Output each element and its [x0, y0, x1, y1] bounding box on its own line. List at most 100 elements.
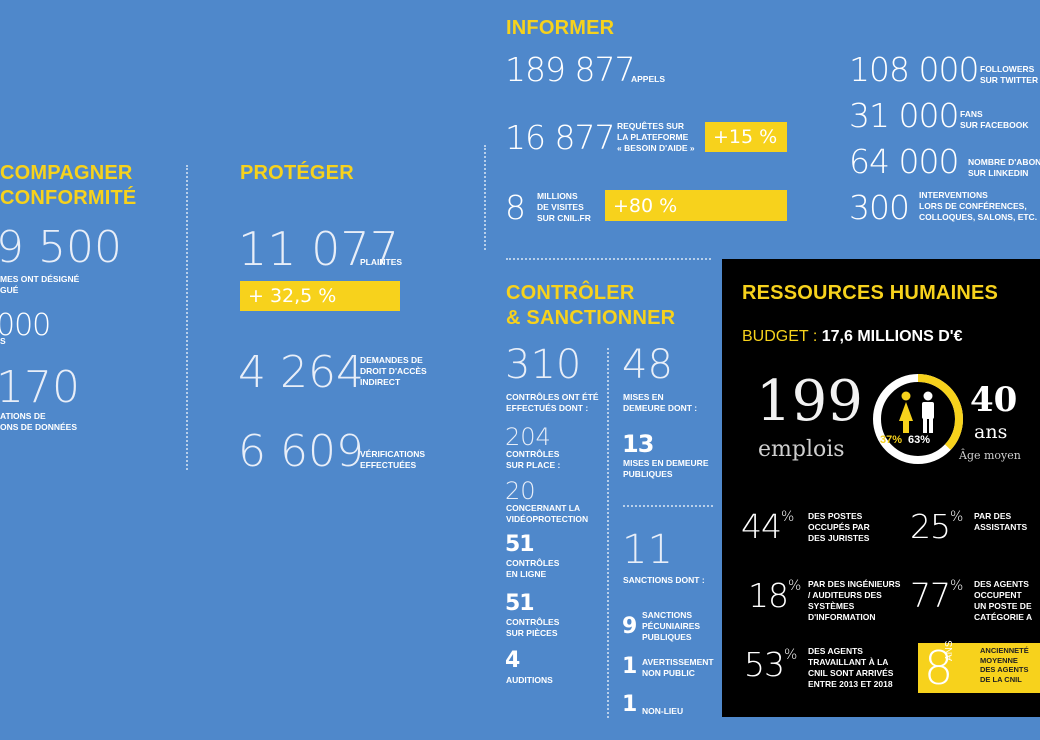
- stat-assistants-label1: PAR DES: [974, 511, 1012, 521]
- divider-horizontal-1: [506, 258, 711, 260]
- stat-ingenieurs-label2: / AUDITEURS DES: [808, 590, 882, 600]
- anciennete-value: 8: [924, 641, 954, 695]
- stat-categorie-a-label3: UN POSTE DE: [974, 601, 1032, 611]
- stat-ingenieurs-label1: PAR DES INGÉNIEURS: [808, 579, 901, 589]
- video-label1: CONCERNANT LA: [506, 503, 581, 513]
- controles-label2: EFFECTUÉS DONT :: [506, 403, 589, 413]
- droit-acces-label1: DEMANDES DE: [360, 355, 423, 365]
- auditions-label: AUDITIONS: [506, 675, 553, 685]
- sanctions-value: 11: [622, 527, 673, 573]
- man-icon: [922, 391, 934, 433]
- sur-place-label1: CONTRÔLES: [506, 449, 560, 459]
- twitter-value: 108 000: [849, 50, 979, 89]
- mises-publiques-label1: MISES EN DEMEURE: [623, 458, 709, 468]
- men-percent: 63%: [908, 434, 931, 446]
- accompagner-stat-3-label2: ONS DE DONNÉES: [0, 422, 77, 432]
- en-ligne-label2: EN LIGNE: [506, 569, 547, 579]
- emplois-label: emplois: [758, 437, 845, 462]
- controler-title-line2: & SANCTIONNER: [506, 307, 676, 329]
- pecuniaires-label3: PUBLIQUES: [642, 632, 692, 642]
- informer-title: INFORMER: [506, 17, 615, 39]
- sur-pieces-label1: CONTRÔLES: [506, 617, 560, 627]
- plaintes-label: PLAINTES: [360, 257, 403, 267]
- linkedin-label1: NOMBRE D'ABONI: [968, 157, 1040, 167]
- women-percent: 37%: [880, 434, 903, 446]
- age-unit: ans: [974, 421, 1008, 443]
- auditions-value: 4: [505, 648, 520, 673]
- interventions-label3: COLLOQUES, SALONS, ETC.: [919, 212, 1038, 222]
- accompagner-stat-1-label2: GUÉ: [0, 285, 19, 295]
- en-ligne-value: 51: [505, 532, 535, 557]
- sanctions-label: SANCTIONS DONT :: [623, 575, 705, 585]
- video-label2: VIDÉOPROTECTION: [506, 514, 589, 524]
- rh-title: RESSOURCES HUMAINES: [742, 282, 999, 304]
- droit-acces-value: 4 264: [238, 347, 364, 398]
- emplois-value: 199: [756, 369, 863, 434]
- mises-demeure-value: 48: [622, 342, 673, 388]
- droit-acces-label2: DROIT D'ACCÈS: [360, 366, 427, 376]
- divider-horizontal-2: [623, 505, 713, 507]
- stat-juristes-label1: DES POSTES: [808, 511, 863, 521]
- stat-arrivees-label4: ENTRE 2013 ET 2018: [808, 679, 893, 689]
- mises-publiques-label2: PUBLIQUES: [623, 469, 673, 479]
- interventions-label1: INTERVENTIONS: [919, 190, 988, 200]
- rh-panel: RESSOURCES HUMAINES BUDGET : 17,6 MILLIO…: [722, 259, 1040, 717]
- anciennete-unit: ANS: [944, 640, 955, 661]
- controler-title-line1: CONTRÔLER: [506, 282, 635, 304]
- interventions-value: 300: [849, 188, 910, 227]
- twitter-label2: SUR TWITTER: [980, 75, 1039, 85]
- interventions-label2: LORS DE CONFÉRENCES,: [919, 201, 1027, 211]
- stat-assistants-value: 25%: [910, 507, 963, 546]
- stat-categorie-a-label1: DES AGENTS: [974, 579, 1029, 589]
- anciennete-label2: MOYENNE: [980, 655, 1018, 665]
- verifications-label1: VÉRIFICATIONS: [360, 449, 426, 459]
- accompagner-stat-2-value: 000: [0, 308, 51, 343]
- accompagner-stat-3-label1: ATIONS DE: [0, 411, 46, 421]
- anciennete-label3: DES AGENTS: [980, 665, 1029, 674]
- stat-arrivees-label2: TRAVAILLANT À LA: [808, 657, 889, 667]
- stat-categorie-a-label2: OCCUPENT: [974, 590, 1022, 600]
- stat-categorie-a-label4: CATÉGORIE A: [974, 612, 1033, 622]
- stat-ingenieurs-label3: SYSTÈMES: [808, 601, 855, 611]
- pecuniaires-label2: PÉCUNIAIRES: [642, 621, 701, 631]
- stat-arrivees-label1: DES AGENTS: [808, 646, 863, 656]
- stat-ingenieurs-label4: D'INFORMATION: [808, 612, 876, 622]
- verifications-value: 6 609: [238, 426, 364, 477]
- budget-line: BUDGET : 17,6 MILLIONS D'€: [742, 328, 962, 346]
- budget-label: BUDGET :: [742, 328, 818, 345]
- avertissement-label1: AVERTISSEMENT: [642, 657, 714, 667]
- gender-donut-women-arc: [873, 374, 963, 464]
- requetes-label2: LA PLATEFORME: [617, 132, 689, 142]
- mises-publiques-value: 13: [622, 430, 654, 458]
- twitter-label1: FOLLOWERS: [980, 64, 1035, 74]
- non-lieu-label: NON-LIEU: [642, 706, 684, 716]
- visites-growth-badge: +80 %: [605, 190, 787, 221]
- appels-label: APPELS: [631, 74, 666, 84]
- en-ligne-label1: CONTRÔLES: [506, 558, 560, 568]
- anciennete-box: 8 ANS ANCIENNETÉ MOYENNE DES AGENTS DE L…: [918, 640, 1040, 695]
- pecuniaires-label1: SANCTIONS: [642, 610, 693, 620]
- linkedin-label2: SUR LINKEDIN: [968, 168, 1029, 178]
- requetes-value: 16 877: [505, 118, 615, 157]
- pecuniaires-value: 9: [622, 614, 637, 639]
- facebook-value: 31 000: [849, 96, 959, 135]
- sur-place-value: 204: [505, 423, 551, 451]
- age-value: 40: [970, 380, 1018, 420]
- anciennete-label1: ANCIENNETÉ: [980, 646, 1029, 655]
- budget-value: 17,6 MILLIONS D'€: [821, 328, 963, 345]
- sur-pieces-value: 51: [505, 591, 535, 616]
- accompagner-stat-1-value: 9 500: [0, 222, 122, 273]
- plaintes-value: 11 077: [238, 222, 399, 276]
- controles-label1: CONTRÔLES ONT ÉTÉ: [506, 392, 599, 402]
- requetes-label1: REQUÊTES SUR: [617, 121, 685, 131]
- facebook-label1: FANS: [960, 109, 983, 119]
- requetes-growth-badge: +15 %: [705, 122, 787, 152]
- divider-vertical-3: [607, 348, 609, 718]
- stat-categorie-a-value: 77%: [910, 576, 963, 615]
- video-value: 20: [505, 477, 536, 505]
- appels-value: 189 877: [505, 50, 635, 89]
- verifications-label2: EFFECTUÉES: [360, 460, 417, 470]
- accompagner-stat-3-value: 170: [0, 362, 80, 413]
- controles-value: 310: [505, 342, 582, 388]
- woman-icon: [899, 391, 913, 433]
